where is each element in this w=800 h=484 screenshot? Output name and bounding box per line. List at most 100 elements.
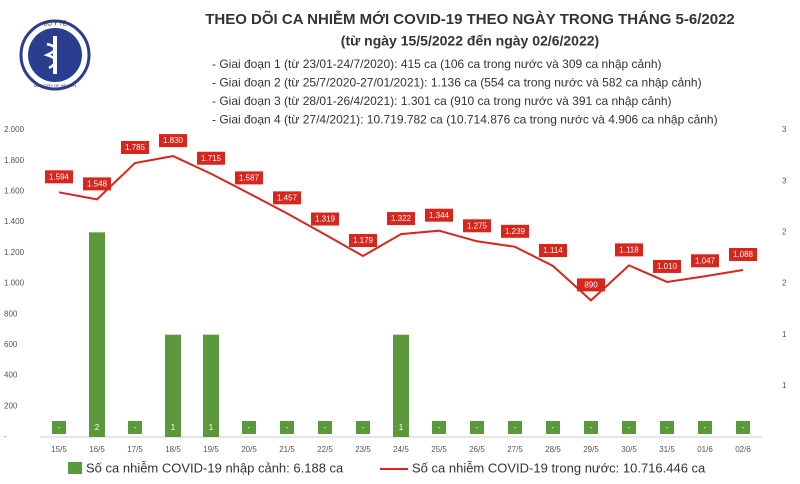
value-label-box (463, 219, 491, 233)
value-label: 1.010 (657, 262, 678, 271)
bar-label-box (318, 421, 332, 434)
y-tick-label: 400 (4, 371, 18, 380)
bar-label-box (660, 421, 674, 434)
bar-label-box (584, 421, 598, 434)
bar-label-box (394, 421, 408, 434)
bar-label-box (166, 421, 180, 434)
y-tick-label: 1.000 (4, 279, 25, 288)
x-tick-label: 02/6 (735, 445, 751, 454)
bar-label: - (590, 423, 593, 432)
y-tick-label: 1.200 (4, 248, 25, 257)
y2-tick-label: 1 (782, 381, 787, 390)
bar-label-box (622, 421, 636, 434)
bar-label-box (470, 421, 484, 434)
line (58, 155, 744, 302)
bar (203, 334, 219, 437)
bar-label-box (432, 421, 446, 434)
bar-label: - (742, 423, 745, 432)
value-label: 1.275 (467, 221, 488, 230)
x-tick-label: 20/5 (241, 445, 257, 454)
bar-label: 1 (399, 423, 404, 432)
value-label-box (349, 234, 377, 248)
bar-label-box (242, 421, 256, 434)
value-label: 1.047 (695, 256, 716, 265)
value-label-box (615, 243, 643, 257)
bar-label: - (362, 423, 365, 432)
y-tick-label: 800 (4, 309, 18, 318)
x-tick-label: 29/5 (583, 445, 599, 454)
bar-label: 1 (171, 423, 176, 432)
value-label-box (273, 191, 301, 205)
x-tick-label: 30/5 (621, 445, 637, 454)
value-label: 1.239 (505, 227, 526, 236)
bar-label: - (438, 423, 441, 432)
bar (89, 232, 105, 437)
value-label: 1.548 (87, 179, 108, 188)
y-tick-label: 1.400 (4, 217, 25, 226)
value-label-box (311, 212, 339, 226)
logo-bottom: MINISTRY OF HEALTH (34, 83, 76, 88)
bar-label-box (356, 421, 370, 434)
bar-label-box (508, 421, 522, 434)
bar-label-box (90, 421, 104, 434)
value-label: 1.322 (391, 214, 412, 223)
x-tick-label: 22/5 (317, 445, 333, 454)
bar-label-box (204, 421, 218, 434)
value-label: 1.457 (277, 193, 298, 202)
value-label-box (539, 244, 567, 258)
x-tick-label: 17/5 (127, 445, 143, 454)
value-label: 1.594 (49, 172, 70, 181)
y2-tick-label: 3 (782, 125, 787, 134)
value-label: 1.587 (239, 174, 260, 183)
x-tick-label: 21/5 (279, 445, 295, 454)
x-tick-label: 24/5 (393, 445, 409, 454)
legend-label: Số ca nhiễm COVID-19 nhập cảnh: 6.188 ca (86, 460, 344, 475)
bar-label: - (134, 423, 137, 432)
logo-snake (43, 42, 57, 70)
value-label-box (691, 254, 719, 268)
value-label-box (653, 259, 681, 273)
legend-swatch (68, 462, 82, 474)
bar-label-box (128, 421, 142, 434)
value-label: 890 (584, 280, 598, 289)
x-tick-label: 19/5 (203, 445, 219, 454)
bar (393, 334, 409, 437)
chart-subtitle: (từ ngày 15/5/2022 đến ngày 02/6/2022) (341, 33, 599, 49)
y2-tick-label: 3 (782, 176, 787, 185)
bar-label: - (704, 423, 707, 432)
value-label: 1.715 (201, 154, 222, 163)
y2-tick-label: 2 (782, 279, 787, 288)
x-tick-label: 15/5 (51, 445, 67, 454)
bar-label-box (736, 421, 750, 434)
x-tick-label: 28/5 (545, 445, 561, 454)
x-tick-label: 31/5 (659, 445, 675, 454)
y2-tick-label: 2 (782, 227, 787, 236)
value-label: 1.344 (429, 211, 450, 220)
y-tick-label: 200 (4, 401, 18, 410)
x-tick-label: 23/5 (355, 445, 371, 454)
x-tick-label: 01/6 (697, 445, 713, 454)
note: - Giai đoạn 1 (từ 23/01-24/7/2020): 415 … (212, 57, 662, 71)
value-label: 1.088 (733, 250, 754, 259)
logo-top: BỘ Y TẾ (43, 21, 66, 28)
y-tick-label: 2.000 (4, 125, 25, 134)
note: - Giai đoạn 2 (từ 25/7/2020-27/01/2021):… (212, 76, 702, 90)
bar-label: - (476, 423, 479, 432)
x-tick-label: 25/5 (431, 445, 447, 454)
logo: BỘ Y TẾ MINISTRY OF HEALTH (19, 19, 91, 91)
bar-label: 1 (209, 423, 214, 432)
bar-label-box (546, 421, 560, 434)
value-label-box (83, 177, 111, 191)
x-tick-label: 26/5 (469, 445, 485, 454)
y-tick-label: 600 (4, 340, 18, 349)
y-tick-label: 1.600 (4, 187, 25, 196)
value-label-box (45, 170, 73, 184)
bar-label: 2 (95, 423, 100, 432)
value-label: 1.179 (353, 236, 374, 245)
note: - Giai đoạn 3 (từ 28/01-26/4/2021): 1.30… (212, 94, 672, 108)
bar-label-box (698, 421, 712, 434)
x-tick-label: 16/5 (89, 445, 105, 454)
legend-label: Số ca nhiễm COVID-19 trong nước: 10.716.… (412, 460, 706, 475)
bar-label: - (514, 423, 517, 432)
y-tick-label: - (4, 432, 7, 441)
